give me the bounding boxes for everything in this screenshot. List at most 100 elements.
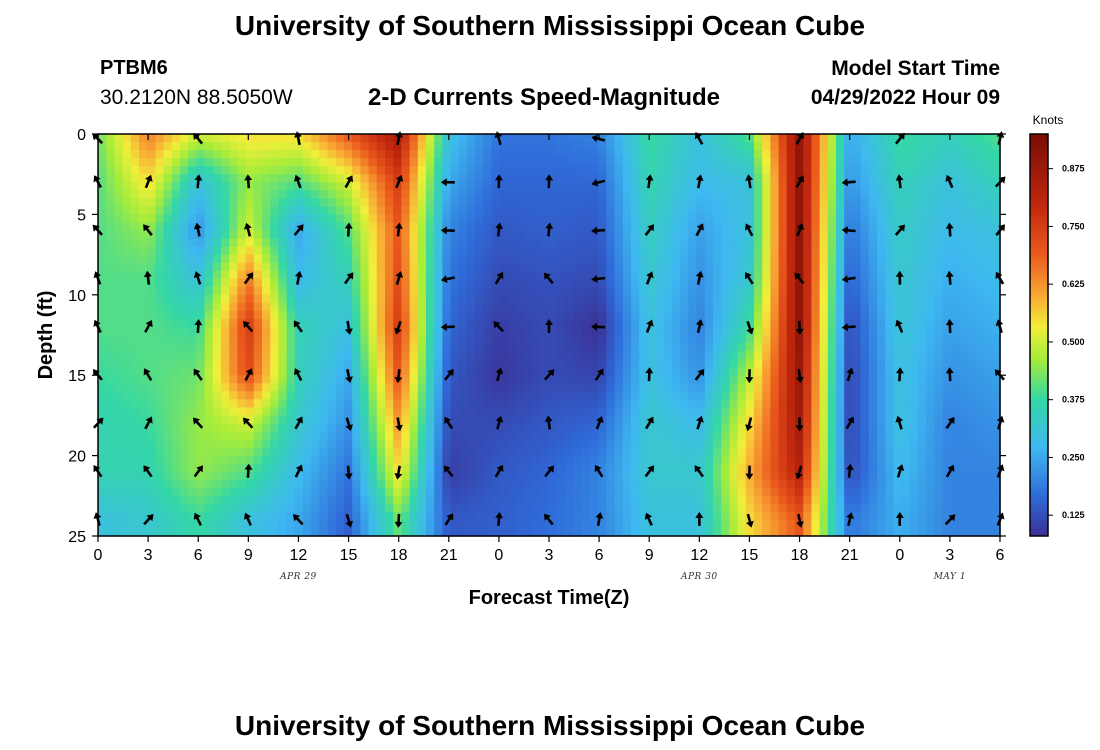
heatmap-cell	[253, 447, 263, 457]
heatmap-cell	[294, 238, 304, 248]
heatmap-cell	[98, 367, 107, 376]
heatmap-cell	[811, 423, 821, 433]
heatmap-cell	[393, 142, 402, 151]
heatmap-cell	[262, 463, 271, 473]
heatmap-cell	[303, 367, 312, 376]
heatmap-cell	[237, 471, 247, 481]
heatmap-cell	[819, 230, 829, 240]
heatmap-cell	[196, 391, 206, 400]
heatmap-cell	[98, 343, 107, 352]
heatmap-cell	[458, 383, 468, 392]
heatmap-cell	[827, 455, 837, 465]
heatmap-cell	[188, 150, 197, 159]
heatmap-cell	[827, 190, 837, 199]
heatmap-cell	[581, 318, 591, 328]
heatmap-cell	[614, 150, 624, 159]
heatmap-cell	[532, 399, 542, 408]
heatmap-cell	[204, 487, 214, 497]
heatmap-cell	[893, 439, 903, 449]
heatmap-cell	[221, 479, 230, 489]
heatmap-cell	[696, 527, 706, 537]
heatmap-cell	[844, 439, 853, 449]
heatmap-cell	[852, 182, 862, 191]
heatmap-cell	[114, 431, 124, 441]
heatmap-cell	[393, 262, 402, 272]
heatmap-cell	[221, 447, 230, 457]
heatmap-cell	[352, 214, 361, 224]
heatmap-cell	[155, 262, 165, 272]
heatmap-cell	[450, 511, 460, 521]
heatmap-cell	[294, 335, 304, 344]
heatmap-cell	[212, 495, 222, 505]
heatmap-cell	[803, 198, 812, 207]
heatmap-cell	[98, 407, 107, 416]
heatmap-cell	[393, 495, 402, 505]
heatmap-cell	[278, 198, 288, 207]
heatmap-cell	[130, 246, 140, 256]
heatmap-cell	[368, 142, 378, 151]
heatmap-cell	[622, 190, 632, 199]
heatmap-cell	[663, 134, 673, 143]
heatmap-cell	[393, 447, 402, 457]
heatmap-cell	[885, 375, 894, 384]
heatmap-cell	[458, 286, 468, 296]
heatmap-cell	[467, 238, 476, 248]
heatmap-cell	[262, 503, 271, 513]
heatmap-cell	[245, 294, 255, 304]
heatmap-cell	[639, 455, 648, 465]
heatmap-cell	[532, 278, 542, 288]
heatmap-cell	[877, 166, 886, 175]
heatmap-cell	[155, 158, 165, 167]
heatmap-cell	[434, 479, 443, 489]
heatmap-cell	[909, 326, 919, 336]
heatmap-cell	[516, 278, 525, 288]
heatmap-cell	[188, 383, 197, 392]
heatmap-cell	[180, 142, 189, 151]
heatmap-cell	[647, 310, 657, 320]
heatmap-cell	[114, 134, 124, 143]
heatmap-cell	[139, 278, 148, 288]
heatmap-cell	[754, 495, 763, 505]
heatmap-cell	[696, 447, 706, 457]
heatmap-cell	[614, 487, 624, 497]
heatmap-cell	[819, 447, 829, 457]
heatmap-cell	[721, 487, 730, 497]
heatmap-cell	[442, 294, 452, 304]
heatmap-cell	[729, 150, 739, 159]
heatmap-cell	[491, 495, 501, 505]
heatmap-cell	[171, 527, 181, 537]
heatmap-cell	[901, 326, 911, 336]
heatmap-cell	[360, 198, 370, 207]
heatmap-cell	[877, 367, 886, 376]
heatmap-cell	[557, 375, 566, 384]
heatmap-cell	[426, 134, 435, 143]
heatmap-cell	[893, 254, 903, 264]
heatmap-cell	[385, 270, 394, 280]
heatmap-cell	[114, 214, 124, 224]
heatmap-cell	[868, 134, 878, 143]
heatmap-cell	[606, 198, 616, 207]
heatmap-cell	[721, 198, 730, 207]
heatmap-cell	[631, 326, 640, 336]
heatmap-cell	[770, 310, 780, 320]
heatmap-cell	[803, 254, 812, 264]
heatmap-cell	[212, 439, 222, 449]
heatmap-cell	[426, 166, 435, 175]
heatmap-cell	[237, 415, 247, 425]
heatmap-cell	[909, 246, 919, 256]
heatmap-cell	[204, 166, 214, 175]
heatmap-cell	[196, 383, 206, 392]
heatmap-cell	[401, 495, 411, 505]
heatmap-cell	[745, 407, 755, 416]
heatmap-cell	[508, 511, 517, 521]
heatmap-cell	[458, 415, 468, 425]
heatmap-cell	[885, 487, 894, 497]
heatmap-cell	[762, 182, 771, 191]
heatmap-cell	[352, 527, 361, 537]
heatmap-cell	[114, 479, 124, 489]
heatmap-cell	[786, 455, 796, 465]
heatmap-cell	[663, 527, 673, 537]
heatmap-cell	[155, 495, 165, 505]
heatmap-cell	[704, 230, 714, 240]
heatmap-cell	[180, 246, 189, 256]
